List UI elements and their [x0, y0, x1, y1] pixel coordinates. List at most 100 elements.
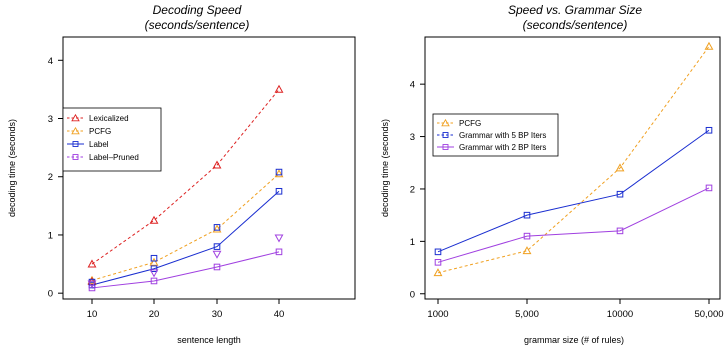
series-line — [437, 46, 710, 274]
y-tick-label: 4 — [48, 56, 53, 67]
data-point — [615, 163, 625, 172]
x-tick-label: 1000 — [427, 309, 448, 320]
x-axis-label: grammar size (# of rules) — [524, 335, 624, 345]
legend-box — [62, 107, 162, 172]
series-line — [437, 187, 710, 263]
series-line — [91, 89, 280, 265]
data-point — [87, 259, 97, 268]
data-point — [212, 160, 222, 169]
series-lines — [437, 46, 710, 274]
axis-ticks: 1000 5,000 10000 50,000 0 1 2 3 4 — [410, 80, 724, 320]
data-point — [149, 269, 159, 278]
series-line — [91, 251, 280, 289]
legend-label: Grammar with 2 BP Iters — [459, 143, 546, 152]
x-tick-label: 30 — [212, 309, 223, 320]
legend-label: Label — [89, 140, 109, 149]
legend-entry: Lexicalized — [67, 113, 129, 123]
legend: PCFG Grammar with 5 BP Iters Grammar wit… — [432, 113, 559, 157]
data-point — [212, 250, 222, 259]
data-point — [274, 84, 284, 93]
series-markers — [433, 41, 714, 277]
data-point — [150, 254, 158, 262]
chart-speed-vs-grammar-size: Speed vs. Grammar Size (seconds/sentence… — [380, 3, 724, 345]
legend-label: Label–Pruned — [89, 153, 139, 162]
x-tick-label: 5,000 — [515, 309, 539, 320]
legend-triangle-up-marker — [71, 126, 80, 135]
data-point — [150, 265, 158, 273]
data-point — [275, 248, 283, 256]
data-point — [434, 248, 442, 256]
plot-frame — [424, 36, 721, 300]
legend-square-marker — [442, 132, 449, 138]
data-point — [87, 275, 97, 284]
data-point — [274, 234, 284, 243]
data-point — [213, 243, 221, 250]
data-point — [616, 227, 624, 235]
series-line — [437, 129, 710, 253]
legend-square-marker — [72, 141, 79, 147]
data-point — [213, 263, 221, 271]
y-tick-label: 1 — [48, 230, 53, 241]
x-tick-label: 10000 — [607, 309, 633, 320]
data-point — [433, 268, 443, 277]
series-line — [91, 173, 280, 281]
data-point — [149, 215, 159, 224]
x-tick-label: 20 — [149, 309, 160, 320]
chart-decoding-speed: Decoding Speed (seconds/sentence) senten… — [7, 3, 356, 345]
legend-entry: PCFG — [437, 118, 481, 128]
data-point — [522, 246, 532, 255]
data-point — [212, 224, 222, 233]
legend-square-marker — [72, 154, 79, 160]
chart-subtitle: (seconds/sentence) — [523, 18, 628, 32]
data-point — [616, 190, 624, 198]
y-tick-label: 1 — [410, 237, 415, 248]
legend-triangle-up-marker — [71, 113, 80, 122]
data-point — [523, 211, 531, 219]
legend-entry: Label–Pruned — [67, 153, 139, 162]
legend-box — [432, 113, 559, 157]
x-tick-label: 40 — [274, 309, 285, 320]
series-line — [91, 190, 280, 286]
data-point — [704, 41, 714, 50]
legend: Lexicalized PCFG Label Label–Pruned — [62, 107, 162, 172]
data-point — [434, 259, 442, 266]
y-tick-label: 0 — [48, 289, 53, 300]
legend-entry: Grammar with 5 BP Iters — [437, 131, 546, 140]
data-point — [213, 224, 221, 231]
chart-title: Speed vs. Grammar Size — [508, 3, 642, 17]
series-lines — [91, 89, 280, 289]
y-axis-label: decoding time (seconds) — [380, 119, 390, 217]
legend-entry: PCFG — [67, 126, 111, 136]
data-point — [705, 184, 713, 192]
x-axis-label: sentence length — [177, 335, 241, 345]
legend-entry: Label — [67, 140, 109, 149]
legend-label: PCFG — [459, 119, 481, 128]
legend-label: PCFG — [89, 127, 111, 136]
y-tick-label: 0 — [410, 289, 415, 300]
y-axis-label: decoding time (seconds) — [7, 119, 17, 217]
axis-ticks: 10 20 30 40 0 1 2 3 4 — [48, 56, 285, 320]
y-tick-label: 4 — [410, 80, 415, 91]
legend-square-marker — [442, 144, 449, 150]
x-tick-label: 10 — [87, 309, 98, 320]
data-point — [705, 126, 713, 134]
data-point — [149, 257, 159, 266]
legend-label: Lexicalized — [89, 114, 129, 123]
data-point — [523, 232, 531, 240]
y-tick-label: 3 — [410, 132, 415, 143]
legend-label: Grammar with 5 BP Iters — [459, 131, 546, 140]
chart-title: Decoding Speed — [153, 3, 242, 17]
data-point — [87, 280, 97, 289]
data-point — [274, 169, 284, 178]
series-markers — [87, 84, 284, 292]
legend-triangle-up-marker — [441, 118, 450, 127]
y-tick-label: 3 — [48, 114, 53, 125]
x-tick-label: 50,000 — [694, 309, 723, 320]
chart-subtitle: (seconds/sentence) — [145, 18, 250, 32]
data-point — [150, 277, 158, 285]
data-point — [275, 187, 283, 195]
data-point — [275, 168, 283, 176]
y-tick-label: 2 — [410, 184, 415, 195]
legend-entry: Grammar with 2 BP Iters — [437, 143, 546, 152]
